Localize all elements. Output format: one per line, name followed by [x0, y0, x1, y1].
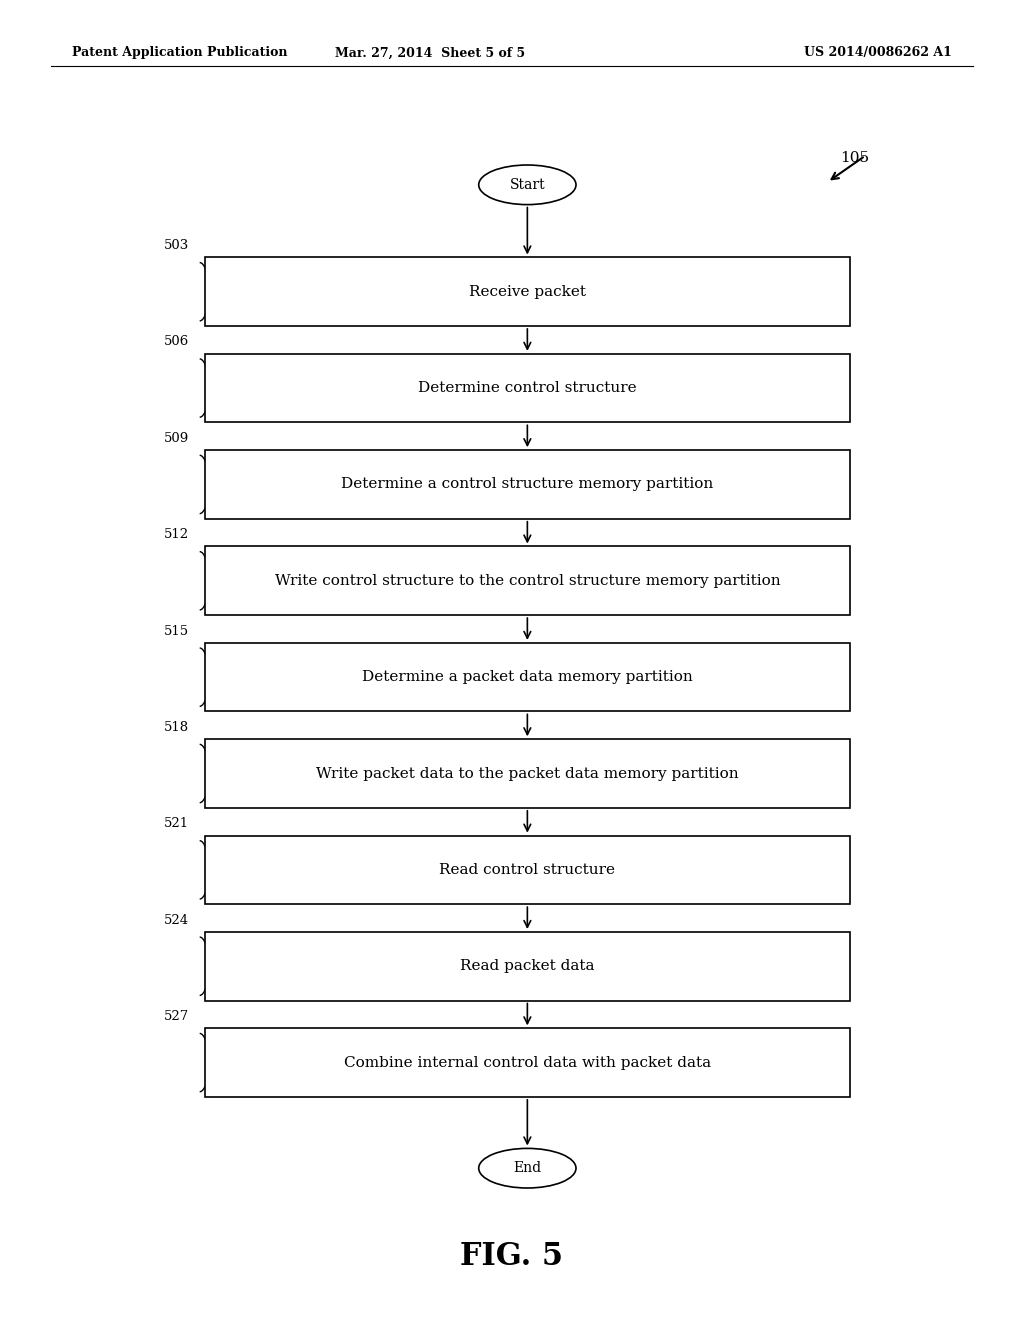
- Text: 515: 515: [164, 624, 189, 638]
- Text: 527: 527: [164, 1010, 189, 1023]
- Text: 509: 509: [164, 432, 189, 445]
- Text: 506: 506: [164, 335, 189, 348]
- FancyBboxPatch shape: [205, 932, 850, 1001]
- Ellipse shape: [479, 1148, 575, 1188]
- Text: Combine internal control data with packet data: Combine internal control data with packe…: [344, 1056, 711, 1069]
- Text: Mar. 27, 2014  Sheet 5 of 5: Mar. 27, 2014 Sheet 5 of 5: [335, 46, 525, 59]
- Text: Determine control structure: Determine control structure: [418, 381, 637, 395]
- Text: 524: 524: [164, 913, 189, 927]
- Text: Read packet data: Read packet data: [460, 960, 595, 973]
- FancyBboxPatch shape: [205, 836, 850, 904]
- FancyBboxPatch shape: [205, 546, 850, 615]
- Text: Determine a control structure memory partition: Determine a control structure memory par…: [341, 478, 714, 491]
- Text: FIG. 5: FIG. 5: [461, 1241, 563, 1272]
- FancyBboxPatch shape: [205, 1028, 850, 1097]
- FancyBboxPatch shape: [205, 739, 850, 808]
- Text: 503: 503: [164, 239, 189, 252]
- FancyBboxPatch shape: [205, 257, 850, 326]
- Text: Read control structure: Read control structure: [439, 863, 615, 876]
- Text: Receive packet: Receive packet: [469, 285, 586, 298]
- Text: 518: 518: [164, 721, 189, 734]
- Text: US 2014/0086262 A1: US 2014/0086262 A1: [805, 46, 952, 59]
- FancyBboxPatch shape: [205, 450, 850, 519]
- Text: Start: Start: [510, 178, 545, 191]
- Text: 521: 521: [164, 817, 189, 830]
- FancyBboxPatch shape: [205, 643, 850, 711]
- Text: Patent Application Publication: Patent Application Publication: [72, 46, 287, 59]
- FancyBboxPatch shape: [205, 354, 850, 422]
- Text: 512: 512: [164, 528, 189, 541]
- Text: Determine a packet data memory partition: Determine a packet data memory partition: [362, 671, 692, 684]
- Text: Write control structure to the control structure memory partition: Write control structure to the control s…: [274, 574, 780, 587]
- Ellipse shape: [479, 165, 575, 205]
- Text: 105: 105: [840, 152, 868, 165]
- Text: Write packet data to the packet data memory partition: Write packet data to the packet data mem…: [316, 767, 738, 780]
- Text: End: End: [513, 1162, 542, 1175]
